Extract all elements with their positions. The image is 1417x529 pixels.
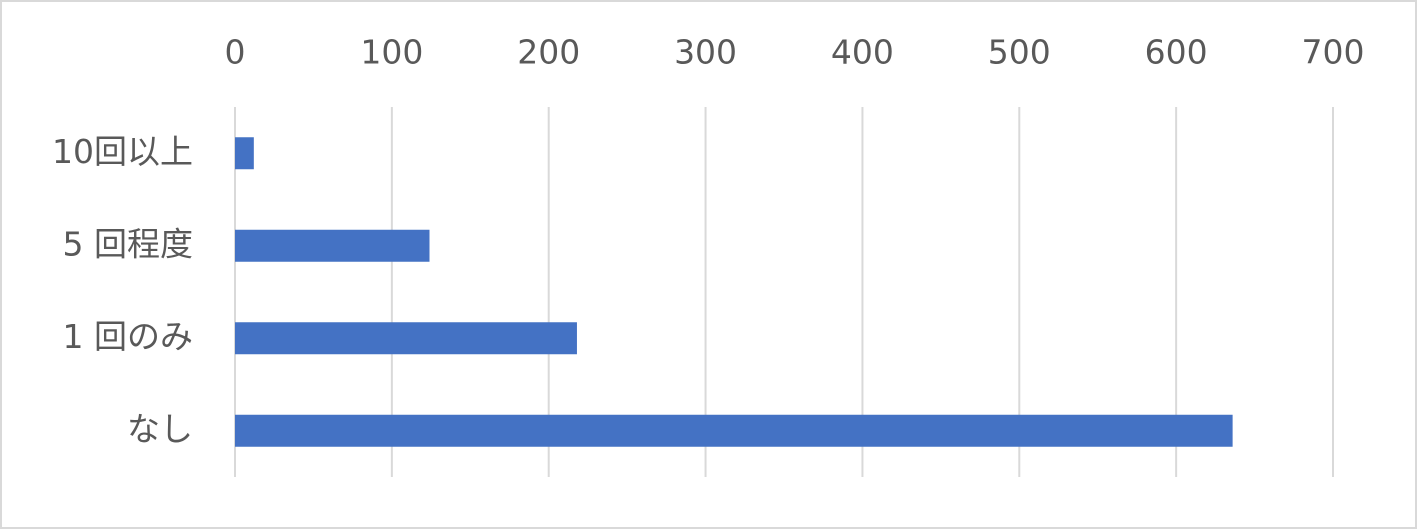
x-tick-label: 0 (225, 33, 246, 72)
y-tick-label: 10回以上 (52, 132, 193, 171)
x-tick-label: 700 (1302, 33, 1365, 72)
x-tick-label: 300 (674, 33, 737, 72)
y-tick-label: なし (127, 409, 193, 448)
x-tick-label: 600 (1145, 33, 1208, 72)
x-tick-label: 200 (517, 33, 580, 72)
y-tick-label: 5 回程度 (63, 224, 194, 263)
x-tick-label: 100 (360, 33, 423, 72)
x-tick-label: 400 (831, 33, 894, 72)
bar (235, 414, 1233, 447)
bar (235, 137, 254, 170)
y-tick-label: 1 回のみ (63, 317, 194, 356)
bar (235, 229, 430, 262)
x-tick-label: 500 (988, 33, 1051, 72)
bar (235, 322, 577, 355)
